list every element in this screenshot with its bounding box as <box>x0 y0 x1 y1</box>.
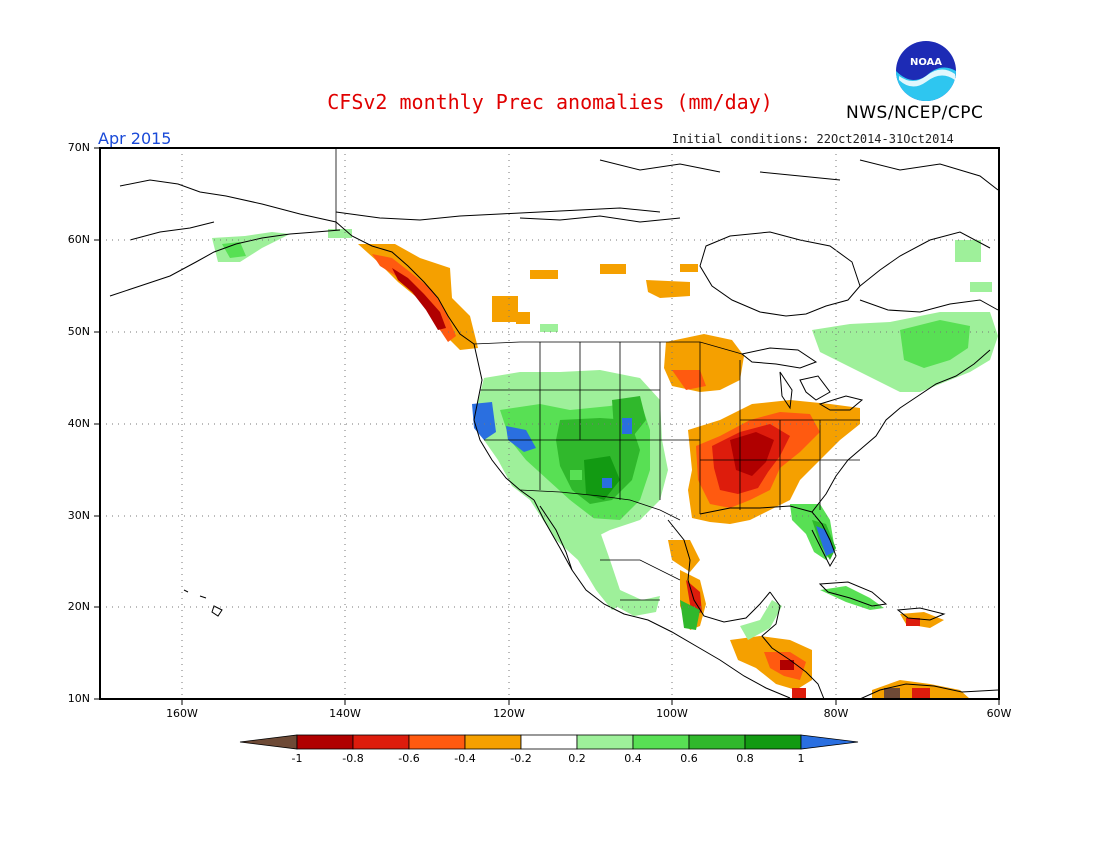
lon-label-100w: 100W <box>656 707 688 720</box>
colorbar-segment <box>296 734 354 750</box>
colorbar-segment <box>408 734 466 750</box>
lon-label-160w: 160W <box>166 707 198 720</box>
colorbar-segment <box>352 734 410 750</box>
colorbar-left-arrow <box>239 734 298 750</box>
colorbar-label: -0.8 <box>342 752 364 765</box>
valid-month-label: Apr 2015 <box>98 129 172 148</box>
anomaly-shading <box>212 229 998 699</box>
axis-ticks <box>94 147 1000 705</box>
colorbar-label: -0.4 <box>454 752 476 765</box>
lon-label-80w: 80W <box>823 707 849 720</box>
colorbar-label: 0.6 <box>680 752 698 765</box>
colorbar-label: 0.8 <box>736 752 754 765</box>
colorbar-segment <box>464 734 522 750</box>
colorbar-label: -0.6 <box>398 752 420 765</box>
noaa-logo: NOAA <box>896 41 956 101</box>
colorbar-label: 0.4 <box>624 752 642 765</box>
borders <box>335 148 860 601</box>
lat-label-60n: 60N <box>67 233 90 246</box>
chart-title: CFSv2 monthly Prec anomalies (mm/day) <box>327 90 773 114</box>
colorbar-segment <box>576 734 634 750</box>
colorbar-label: -0.2 <box>510 752 532 765</box>
colorbar-label: 0.2 <box>568 752 586 765</box>
colorbar-segment <box>744 734 802 750</box>
lat-label-70n: 70N <box>67 141 90 154</box>
organization-label: NWS/NCEP/CPC <box>846 103 984 123</box>
lat-label-10n: 10N <box>67 692 90 705</box>
lon-label-60w: 60W <box>986 707 1012 720</box>
colorbar-segment <box>632 734 690 750</box>
coastlines <box>109 159 999 699</box>
lat-label-20n: 20N <box>67 600 90 613</box>
lon-label-140w: 140W <box>329 707 361 720</box>
colorbar-right-arrow <box>800 734 859 750</box>
noaa-logo-text: NOAA <box>910 57 942 68</box>
colorbar-segment <box>520 734 578 750</box>
colorbar-label: 1 <box>797 752 805 765</box>
colorbar-segment <box>688 734 746 750</box>
lat-label-30n: 30N <box>67 509 90 522</box>
colorbar-label: -1 <box>291 752 303 765</box>
lat-label-40n: 40N <box>67 417 90 430</box>
initial-conditions-label: Initial conditions: 22Oct2014-31Oct2014 <box>672 132 954 146</box>
lon-label-120w: 120W <box>493 707 525 720</box>
lat-label-50n: 50N <box>67 325 90 338</box>
colorbar <box>239 734 859 750</box>
